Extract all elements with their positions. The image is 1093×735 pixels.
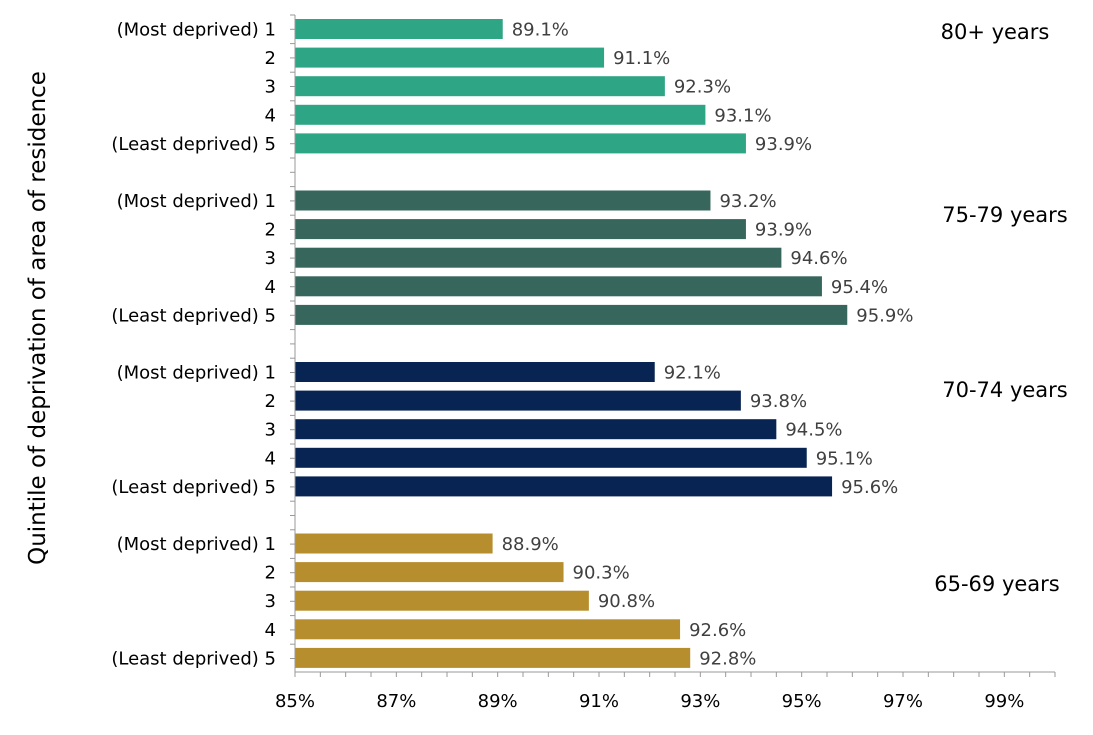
category-label: (Most deprived) 1 (117, 534, 276, 555)
category-label: (Most deprived) 1 (117, 191, 276, 212)
bar (295, 76, 665, 97)
category-label: 4 (265, 448, 276, 469)
group-1: 93.2% (Most deprived) 1 93.9% 2 94.6% 3 95.4% 4… (111, 190, 1068, 326)
category-label: (Least deprived) 5 (111, 134, 276, 155)
category-label: 3 (265, 248, 276, 269)
data-label: 93.2% (719, 191, 776, 212)
group-label: 70-74 years (942, 378, 1068, 402)
category-label: (Most deprived) 1 (117, 20, 276, 41)
bar (295, 19, 503, 39)
category-label: 3 (265, 591, 276, 612)
category-label: 2 (265, 391, 276, 412)
bar (295, 304, 848, 325)
data-label: 95.1% (816, 448, 873, 469)
bar (295, 276, 822, 297)
data-label: 93.9% (755, 134, 812, 155)
bar (295, 447, 807, 468)
category-label: 2 (265, 563, 276, 584)
x-tick-label: 93% (680, 691, 720, 712)
category-label: 4 (265, 105, 276, 126)
bar (295, 562, 564, 583)
category-label: 4 (265, 620, 276, 641)
group-3: 88.9% (Most deprived) 1 90.3% 2 90.8% 3 92.6% 4… (111, 533, 1060, 669)
data-label: 90.8% (598, 591, 655, 612)
category-label: 3 (265, 420, 276, 441)
data-label: 93.8% (750, 391, 807, 412)
category-label: 4 (265, 277, 276, 298)
group-label: 65-69 years (934, 572, 1060, 596)
x-tick-label: 97% (883, 691, 923, 712)
bar (295, 247, 782, 268)
data-label: 94.6% (790, 248, 847, 269)
category-label: 2 (265, 48, 276, 69)
bar (295, 647, 691, 668)
category-label: 3 (265, 77, 276, 98)
data-label: 95.4% (831, 277, 888, 298)
x-tick-label: 87% (376, 691, 416, 712)
data-label: 91.1% (613, 48, 670, 69)
group-0: 89.1% (Most deprived) 1 91.1% 2 92.3% 3 93.1% 4… (111, 19, 1049, 155)
data-label: 93.1% (714, 105, 771, 126)
category-label: 2 (265, 220, 276, 241)
bar (295, 533, 493, 554)
data-label: 94.5% (785, 420, 842, 441)
category-label: (Least deprived) 5 (111, 305, 276, 326)
category-label: (Most deprived) 1 (117, 363, 276, 384)
data-label: 88.9% (502, 534, 559, 555)
axes-layer: 85% 87% 89% 91% 93% 95% 97% 99% (275, 14, 1056, 712)
bar (295, 362, 655, 382)
x-tick-label: 99% (984, 691, 1024, 712)
data-label: 92.1% (664, 363, 721, 384)
bar (295, 190, 711, 211)
bar (295, 47, 605, 68)
bar (295, 619, 681, 640)
bar (295, 419, 777, 440)
x-tick-label: 91% (579, 691, 619, 712)
data-label: 95.9% (856, 305, 913, 326)
data-label: 92.6% (689, 620, 746, 641)
group-label: 80+ years (941, 20, 1050, 44)
x-tick-label: 85% (275, 691, 315, 712)
bar (295, 133, 746, 154)
bar (295, 476, 833, 497)
bar (295, 590, 589, 611)
category-label: (Least deprived) 5 (111, 648, 276, 669)
data-label: 92.8% (699, 648, 756, 669)
group-2: 92.1% (Most deprived) 1 93.8% 2 94.5% 3 95.1% 4… (111, 362, 1068, 498)
data-label: 93.9% (755, 220, 812, 241)
bar (295, 219, 746, 240)
data-label: 90.3% (573, 563, 630, 584)
data-label: 89.1% (512, 20, 569, 41)
x-tick-label: 95% (782, 691, 822, 712)
category-label: (Least deprived) 5 (111, 477, 276, 498)
data-label: 92.3% (674, 77, 731, 98)
bar (295, 390, 741, 411)
group-label: 75-79 years (942, 203, 1068, 227)
bar (295, 104, 706, 125)
x-tick-label: 89% (478, 691, 518, 712)
y-axis-label: Quintile of deprivation of area of resid… (25, 71, 51, 565)
bars-layer: 89.1% (Most deprived) 1 91.1% 2 92.3% 3 93.1% 4… (111, 19, 1068, 669)
data-label: 95.6% (841, 477, 898, 498)
